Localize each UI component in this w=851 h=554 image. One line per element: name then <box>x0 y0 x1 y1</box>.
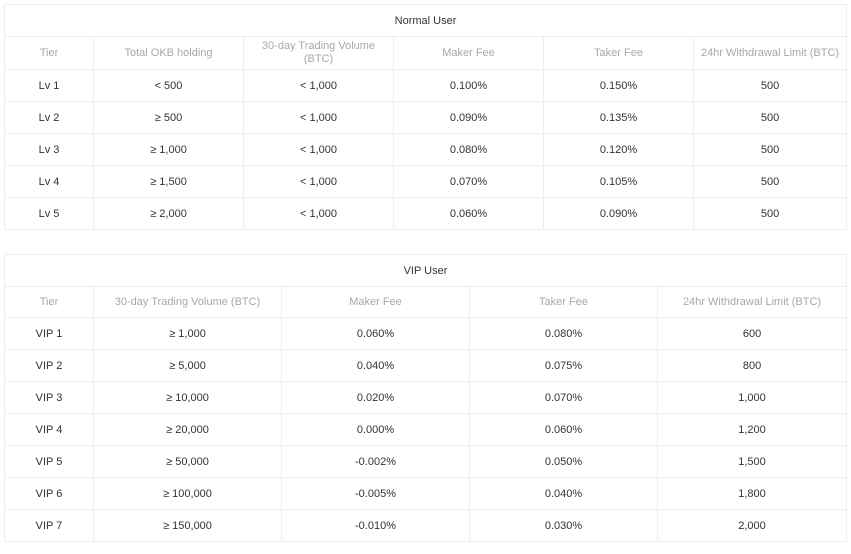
normal-user-title-row: Normal User <box>3 4 848 37</box>
okb-holding-cell: ≥ 500 <box>93 101 244 134</box>
maker-fee-cell: -0.002% <box>281 445 470 478</box>
tier-cell: VIP 7 <box>4 509 94 542</box>
withdrawal-limit-cell: 500 <box>692 101 848 134</box>
column-header-withdrawal-limit: 24hr Withdrawal Limit (BTC) <box>692 36 848 70</box>
taker-fee-cell: 0.060% <box>469 413 658 446</box>
maker-fee-cell: 0.060% <box>393 197 544 230</box>
okb-holding-cell: ≥ 1,500 <box>93 165 244 198</box>
table-row: Lv 3 ≥ 1,000 < 1,000 0.080% 0.120% 500 <box>4 133 848 166</box>
table-row: Lv 2 ≥ 500 < 1,000 0.090% 0.135% 500 <box>4 101 848 134</box>
maker-fee-cell: 0.000% <box>281 413 470 446</box>
taker-fee-cell: 0.090% <box>543 197 694 230</box>
column-header-withdrawal-limit: 24hr Withdrawal Limit (BTC) <box>656 286 848 318</box>
taker-fee-cell: 0.080% <box>469 317 658 350</box>
column-header-taker-fee: Taker Fee <box>543 36 694 70</box>
maker-fee-cell: -0.010% <box>281 509 470 542</box>
tier-cell: Lv 2 <box>4 101 94 134</box>
tier-cell: VIP 3 <box>4 381 94 414</box>
taker-fee-cell: 0.030% <box>469 509 658 542</box>
table-row: Lv 1 < 500 < 1,000 0.100% 0.150% 500 <box>4 69 848 102</box>
trading-volume-cell: < 1,000 <box>243 197 394 230</box>
withdrawal-limit-cell: 800 <box>656 349 848 382</box>
table-row: VIP 7 ≥ 150,000 -0.010% 0.030% 2,000 <box>4 509 848 542</box>
tier-cell: VIP 4 <box>4 413 94 446</box>
withdrawal-limit-cell: 1,800 <box>656 477 848 510</box>
column-header-tier: Tier <box>4 36 94 70</box>
column-header-okb-holding: Total OKB holding <box>93 36 244 70</box>
maker-fee-cell: 0.090% <box>393 101 544 134</box>
maker-fee-cell: 0.080% <box>393 133 544 166</box>
normal-user-header-row: Tier Total OKB holding 30-day Trading Vo… <box>4 36 848 70</box>
withdrawal-limit-cell: 1,000 <box>656 381 848 414</box>
withdrawal-limit-cell: 1,200 <box>656 413 848 446</box>
taker-fee-cell: 0.150% <box>543 69 694 102</box>
column-header-taker-fee: Taker Fee <box>469 286 658 318</box>
tier-cell: Lv 4 <box>4 165 94 198</box>
maker-fee-cell: 0.060% <box>281 317 470 350</box>
table-row: VIP 2 ≥ 5,000 0.040% 0.075% 800 <box>4 349 848 382</box>
maker-fee-cell: 0.070% <box>393 165 544 198</box>
table-row: Lv 5 ≥ 2,000 < 1,000 0.060% 0.090% 500 <box>4 197 848 230</box>
okb-holding-cell: < 500 <box>93 69 244 102</box>
table-row: VIP 4 ≥ 20,000 0.000% 0.060% 1,200 <box>4 413 848 446</box>
vip-user-header-row: Tier 30-day Trading Volume (BTC) Maker F… <box>4 286 848 318</box>
tier-cell: Lv 3 <box>4 133 94 166</box>
withdrawal-limit-cell: 500 <box>692 165 848 198</box>
tier-cell: VIP 5 <box>4 445 94 478</box>
trading-volume-cell: ≥ 50,000 <box>93 445 282 478</box>
taker-fee-cell: 0.070% <box>469 381 658 414</box>
maker-fee-cell: 0.100% <box>393 69 544 102</box>
withdrawal-limit-cell: 500 <box>692 197 848 230</box>
column-header-tier: Tier <box>4 286 94 318</box>
maker-fee-cell: -0.005% <box>281 477 470 510</box>
trading-volume-cell: ≥ 20,000 <box>93 413 282 446</box>
tier-cell: VIP 2 <box>4 349 94 382</box>
trading-volume-cell: ≥ 100,000 <box>93 477 282 510</box>
vip-user-title-row: VIP User <box>3 254 848 287</box>
trading-volume-cell: ≥ 150,000 <box>93 509 282 542</box>
table-row: VIP 5 ≥ 50,000 -0.002% 0.050% 1,500 <box>4 445 848 478</box>
maker-fee-cell: 0.040% <box>281 349 470 382</box>
withdrawal-limit-cell: 500 <box>692 133 848 166</box>
table-row: VIP 6 ≥ 100,000 -0.005% 0.040% 1,800 <box>4 477 848 510</box>
tier-cell: VIP 6 <box>4 477 94 510</box>
trading-volume-cell: < 1,000 <box>243 101 394 134</box>
table-row: VIP 1 ≥ 1,000 0.060% 0.080% 600 <box>4 317 848 350</box>
column-header-maker-fee: Maker Fee <box>281 286 470 318</box>
tier-cell: VIP 1 <box>4 317 94 350</box>
column-header-trading-volume: 30-day Trading Volume (BTC) <box>243 36 394 70</box>
normal-user-title: Normal User <box>3 4 848 37</box>
column-header-trading-volume: 30-day Trading Volume (BTC) <box>93 286 282 318</box>
okb-holding-cell: ≥ 2,000 <box>93 197 244 230</box>
taker-fee-cell: 0.075% <box>469 349 658 382</box>
taker-fee-cell: 0.135% <box>543 101 694 134</box>
tier-cell: Lv 5 <box>4 197 94 230</box>
okb-holding-cell: ≥ 1,000 <box>93 133 244 166</box>
trading-volume-cell: < 1,000 <box>243 165 394 198</box>
table-row: Lv 4 ≥ 1,500 < 1,000 0.070% 0.105% 500 <box>4 165 848 198</box>
vip-user-table: VIP User Tier 30-day Trading Volume (BTC… <box>3 254 848 542</box>
trading-volume-cell: < 1,000 <box>243 133 394 166</box>
trading-volume-cell: < 1,000 <box>243 69 394 102</box>
withdrawal-limit-cell: 500 <box>692 69 848 102</box>
tier-cell: Lv 1 <box>4 69 94 102</box>
withdrawal-limit-cell: 1,500 <box>656 445 848 478</box>
taker-fee-cell: 0.050% <box>469 445 658 478</box>
trading-volume-cell: ≥ 10,000 <box>93 381 282 414</box>
column-header-maker-fee: Maker Fee <box>393 36 544 70</box>
table-row: VIP 3 ≥ 10,000 0.020% 0.070% 1,000 <box>4 381 848 414</box>
normal-user-table: Normal User Tier Total OKB holding 30-da… <box>3 4 848 230</box>
withdrawal-limit-cell: 2,000 <box>656 509 848 542</box>
maker-fee-cell: 0.020% <box>281 381 470 414</box>
withdrawal-limit-cell: 600 <box>656 317 848 350</box>
taker-fee-cell: 0.120% <box>543 133 694 166</box>
trading-volume-cell: ≥ 1,000 <box>93 317 282 350</box>
taker-fee-cell: 0.105% <box>543 165 694 198</box>
taker-fee-cell: 0.040% <box>469 477 658 510</box>
trading-volume-cell: ≥ 5,000 <box>93 349 282 382</box>
vip-user-title: VIP User <box>3 254 848 287</box>
